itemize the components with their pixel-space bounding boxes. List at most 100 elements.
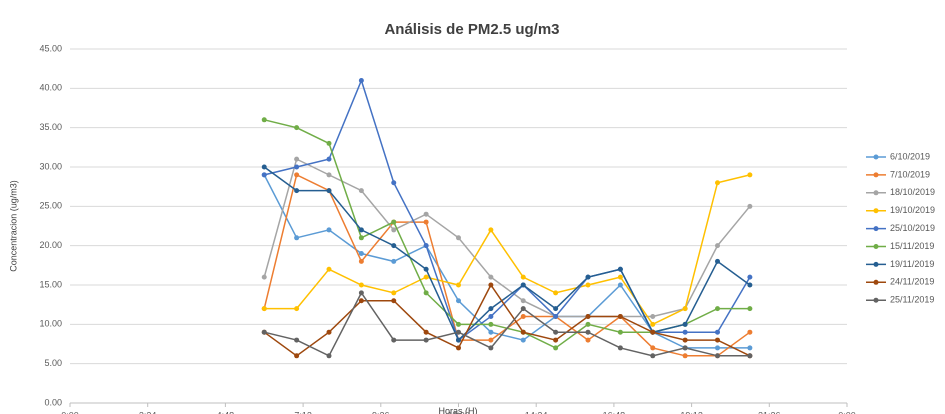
y-tick-label: 45.00 bbox=[39, 43, 62, 53]
point bbox=[326, 266, 332, 272]
legend-marker bbox=[873, 172, 879, 178]
point bbox=[488, 321, 494, 327]
point bbox=[747, 282, 753, 288]
legend-label: 15/11/2019 bbox=[890, 241, 934, 251]
point bbox=[488, 329, 494, 335]
point bbox=[391, 243, 397, 249]
point bbox=[617, 329, 623, 335]
point bbox=[261, 164, 267, 170]
point bbox=[488, 227, 494, 233]
point bbox=[585, 321, 591, 327]
point bbox=[261, 117, 267, 123]
point bbox=[488, 306, 494, 312]
point bbox=[715, 337, 720, 343]
point bbox=[294, 164, 300, 170]
point bbox=[326, 329, 332, 335]
point bbox=[715, 329, 720, 335]
point bbox=[553, 290, 559, 296]
point bbox=[261, 274, 267, 280]
point bbox=[326, 353, 332, 359]
point bbox=[520, 337, 526, 343]
point bbox=[423, 274, 429, 280]
point bbox=[650, 321, 656, 327]
y-tick-label: 10.00 bbox=[39, 319, 62, 329]
point bbox=[326, 140, 332, 146]
x-tick-label: 4:48 bbox=[217, 410, 235, 414]
point bbox=[553, 329, 559, 335]
point bbox=[617, 274, 623, 280]
point bbox=[456, 329, 461, 335]
point bbox=[423, 211, 429, 217]
point bbox=[358, 251, 364, 257]
point bbox=[715, 243, 720, 249]
point bbox=[520, 306, 526, 312]
x-tick-label: 19:12 bbox=[680, 410, 703, 414]
point bbox=[456, 282, 461, 288]
point bbox=[456, 321, 461, 327]
x-tick-label: 9:36 bbox=[372, 410, 390, 414]
y-tick-label: 30.00 bbox=[39, 161, 62, 171]
point bbox=[358, 227, 364, 233]
point bbox=[358, 77, 364, 83]
point bbox=[456, 298, 461, 304]
point bbox=[294, 337, 300, 343]
legend-marker bbox=[873, 279, 879, 285]
point bbox=[326, 227, 332, 233]
point bbox=[423, 337, 429, 343]
legend-label: 6/10/2019 bbox=[890, 151, 930, 161]
point bbox=[715, 353, 720, 359]
legend-marker bbox=[873, 244, 879, 249]
y-tick-label: 25.00 bbox=[39, 201, 62, 211]
point bbox=[585, 274, 591, 280]
point bbox=[294, 156, 300, 162]
point bbox=[391, 290, 397, 296]
point bbox=[391, 227, 397, 233]
point bbox=[520, 282, 526, 288]
series-line bbox=[264, 291, 750, 357]
point bbox=[617, 313, 623, 319]
point bbox=[358, 290, 364, 296]
point bbox=[747, 306, 753, 312]
point bbox=[488, 274, 494, 280]
point bbox=[682, 337, 688, 343]
legend-label: 18/10/2019 bbox=[890, 187, 935, 197]
point bbox=[585, 329, 591, 335]
point bbox=[682, 329, 688, 335]
point bbox=[391, 258, 397, 264]
point bbox=[326, 156, 332, 162]
point bbox=[326, 188, 332, 194]
point bbox=[358, 282, 364, 288]
point bbox=[682, 306, 688, 312]
legend-label: 24/11/2019 bbox=[890, 277, 934, 287]
point bbox=[294, 125, 300, 131]
y-tick-label: 35.00 bbox=[39, 122, 62, 132]
point bbox=[682, 353, 688, 359]
x-tick-label: 0:00 bbox=[838, 410, 856, 414]
point bbox=[358, 258, 364, 264]
x-tick-label: 21:36 bbox=[758, 410, 781, 414]
point bbox=[456, 235, 461, 241]
point bbox=[747, 353, 753, 359]
point bbox=[715, 180, 720, 186]
legend-marker bbox=[873, 297, 879, 303]
point bbox=[617, 282, 623, 288]
legend-label: 19/10/2019 bbox=[890, 205, 935, 215]
legend-label: 19/11/2019 bbox=[890, 259, 934, 269]
point bbox=[456, 345, 461, 351]
point bbox=[553, 345, 559, 351]
point bbox=[423, 329, 429, 335]
series-line bbox=[263, 283, 751, 357]
point bbox=[650, 345, 656, 351]
point bbox=[747, 329, 753, 335]
series-line bbox=[264, 78, 751, 342]
x-tick-label: 14:24 bbox=[525, 410, 548, 414]
point bbox=[520, 329, 526, 335]
point bbox=[585, 282, 591, 288]
series-line bbox=[263, 166, 751, 342]
point bbox=[358, 298, 364, 304]
y-tick-label: 40.00 bbox=[39, 83, 62, 93]
point bbox=[682, 345, 688, 351]
point bbox=[294, 353, 300, 359]
legend-marker bbox=[873, 208, 879, 214]
